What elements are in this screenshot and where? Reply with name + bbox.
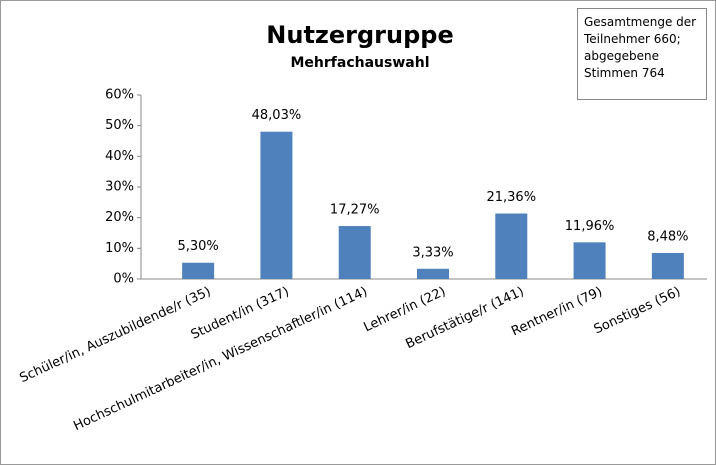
value-label: 21,36% (486, 190, 536, 205)
y-tick-label: 20% (105, 210, 134, 225)
value-label: 17,27% (330, 203, 380, 218)
bar (182, 262, 215, 279)
value-label: 48,03% (252, 108, 302, 123)
bar (495, 213, 528, 279)
value-label: 3,33% (412, 245, 453, 260)
chart-subtitle: Mehrfachauswahl (291, 55, 430, 71)
value-label: 5,30% (177, 239, 218, 254)
y-tick-label: 30% (105, 180, 134, 195)
bar (573, 242, 606, 279)
y-tick-label: 50% (105, 118, 134, 133)
bar (651, 252, 684, 279)
y-tick-label: 60% (105, 88, 134, 103)
y-tick-label: 40% (105, 149, 134, 164)
bar (260, 131, 293, 279)
bar (417, 268, 449, 279)
annotation: Gesamtmenge der Teilnehmer 660; abgegebe… (577, 8, 707, 100)
value-label: 8,48% (647, 229, 688, 244)
chart-title: Nutzergruppe (266, 21, 453, 49)
value-label: 11,96% (565, 219, 615, 234)
y-tick-label: 10% (105, 241, 134, 256)
y-tick-label: 0% (113, 272, 134, 287)
bar (338, 226, 371, 279)
